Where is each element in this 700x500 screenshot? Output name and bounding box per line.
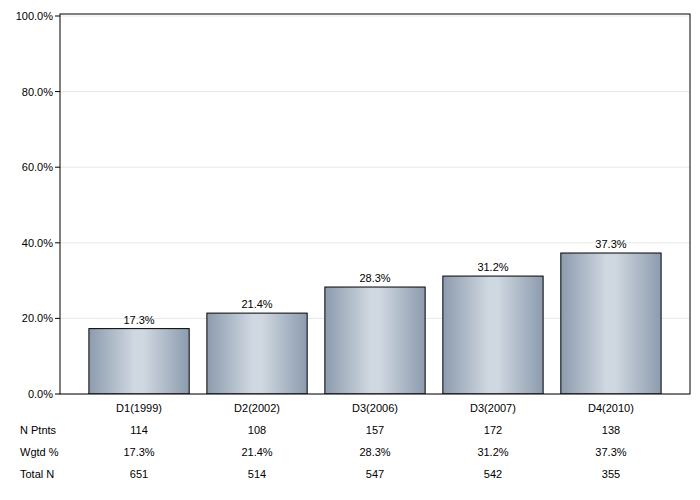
data-label: 17.3% [123, 314, 154, 326]
data-label: 37.3% [595, 238, 626, 250]
table-cell: 114 [130, 424, 148, 436]
tick-mark [55, 394, 60, 395]
tick-mark [55, 91, 60, 92]
table-cell: 542 [484, 468, 502, 480]
bar [561, 253, 661, 394]
grid-line [60, 16, 690, 17]
category-label: D2(2002) [234, 402, 280, 414]
tick-label: 80.0% [22, 86, 53, 98]
table-row-label: Total N [20, 468, 54, 480]
data-label: 28.3% [359, 272, 390, 284]
tick-label: 100.0% [16, 10, 54, 22]
table-cell: 37.3% [595, 446, 626, 458]
bar [89, 329, 189, 394]
chart: 0.0% 20.0% 40.0% 60.0% 80.0% 100.0% 17.3% 21.4%… [0, 0, 700, 500]
tick-label: 20.0% [22, 312, 53, 324]
bars [89, 253, 661, 394]
data-label: 21.4% [241, 298, 272, 310]
grid-line [60, 167, 690, 168]
table-cell: 21.4% [241, 446, 272, 458]
table-cell: 355 [602, 468, 620, 480]
table-cell: 17.3% [123, 446, 154, 458]
table-cell: 31.2% [477, 446, 508, 458]
table-cell: 28.3% [359, 446, 390, 458]
table-cell: 138 [602, 424, 620, 436]
table-cell: 157 [366, 424, 384, 436]
tick-label: 40.0% [22, 237, 53, 249]
bar [443, 276, 543, 394]
bar [325, 287, 425, 394]
category-label: D4(2010) [588, 402, 634, 414]
tick-label: 0.0% [28, 388, 53, 400]
category-label: D1(1999) [116, 402, 162, 414]
table-cell: 514 [248, 468, 266, 480]
grid-line [60, 91, 690, 92]
tick-mark [55, 242, 60, 243]
table-cell: 651 [130, 468, 148, 480]
tick-mark [55, 16, 60, 17]
plot-frame [60, 14, 690, 394]
data-label: 31.2% [477, 261, 508, 273]
table-cell: 108 [248, 424, 266, 436]
category-label: D3(2006) [352, 402, 398, 414]
bar [207, 313, 307, 394]
tick-label: 60.0% [22, 161, 53, 173]
category-label: D3(2007) [470, 402, 516, 414]
table-row-label: N Ptnts [20, 424, 57, 436]
tick-mark [55, 167, 60, 168]
table-cell: 172 [484, 424, 502, 436]
table-row-label: Wgtd % [20, 446, 59, 458]
table-cell: 547 [366, 468, 384, 480]
tick-mark [55, 318, 60, 319]
